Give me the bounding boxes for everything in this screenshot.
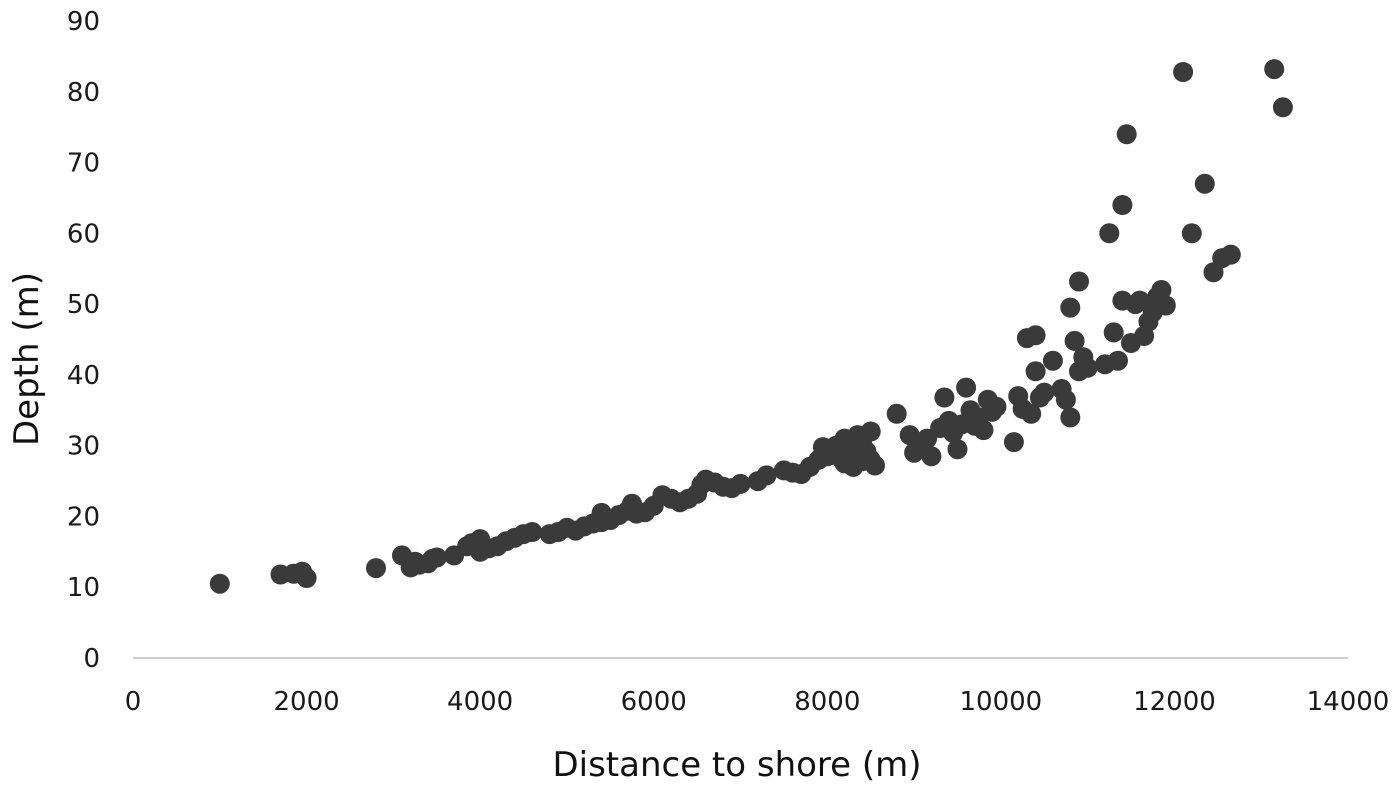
data-point — [1025, 361, 1046, 382]
data-point — [1103, 322, 1124, 343]
x-tick-label: 2000 — [273, 687, 339, 717]
x-tick-label: 14000 — [1307, 687, 1390, 717]
data-point — [956, 377, 977, 398]
data-point — [1042, 350, 1063, 371]
data-point — [1064, 330, 1085, 351]
data-point — [730, 473, 751, 494]
data-point — [1060, 407, 1081, 428]
data-point — [986, 396, 1007, 417]
x-tick-label: 6000 — [621, 687, 687, 717]
data-point — [1129, 290, 1150, 311]
data-point — [1264, 59, 1285, 80]
data-point — [1272, 97, 1293, 118]
data-point — [1077, 357, 1098, 378]
x-tick-label: 4000 — [447, 687, 513, 717]
data-points — [209, 59, 1293, 594]
x-axis-ticks: 0 2000 4000 6000 8000 10000 12000 14000 — [125, 687, 1390, 717]
data-point — [1055, 389, 1076, 410]
x-tick-label: 0 — [125, 687, 142, 717]
x-tick-label: 10000 — [959, 687, 1042, 717]
data-point — [1003, 432, 1024, 453]
y-tick-label: 70 — [67, 149, 100, 179]
data-point — [1220, 244, 1241, 265]
y-tick-label: 30 — [67, 432, 100, 462]
data-point — [934, 387, 955, 408]
data-point — [522, 522, 543, 542]
x-tick-label: 12000 — [1133, 687, 1216, 717]
data-point — [1194, 173, 1215, 194]
data-point — [366, 558, 386, 579]
y-tick-label: 50 — [67, 290, 100, 320]
y-tick-label: 0 — [83, 644, 100, 674]
y-tick-label: 20 — [67, 502, 100, 532]
data-point — [1099, 223, 1120, 244]
data-point — [1155, 295, 1176, 316]
data-point — [296, 568, 317, 588]
data-point — [1112, 195, 1133, 215]
data-point — [973, 420, 994, 441]
data-point — [886, 403, 907, 424]
data-point — [1151, 280, 1172, 300]
x-tick-label: 8000 — [794, 687, 860, 717]
data-point — [947, 439, 968, 460]
data-point — [1060, 297, 1081, 318]
y-tick-label: 10 — [67, 573, 100, 603]
y-tick-label: 80 — [67, 78, 100, 108]
data-point — [1181, 223, 1202, 244]
data-point — [921, 446, 942, 467]
y-axis-title: Depth (m) — [7, 272, 47, 446]
y-tick-label: 90 — [67, 7, 100, 37]
data-point — [1021, 403, 1042, 424]
data-point — [756, 465, 777, 486]
y-axis-ticks: 0 10 20 30 40 50 60 70 80 90 — [67, 7, 100, 674]
data-point — [1173, 62, 1194, 82]
data-point — [209, 573, 230, 594]
data-point — [1069, 271, 1089, 292]
data-point — [426, 547, 447, 568]
data-point — [1025, 325, 1046, 346]
data-point — [1108, 350, 1128, 371]
data-point — [865, 455, 885, 476]
x-axis-title: Distance to shore (m) — [552, 745, 921, 785]
data-point — [1116, 124, 1137, 145]
y-tick-label: 40 — [67, 361, 100, 391]
data-point — [1034, 382, 1055, 403]
y-tick-label: 60 — [67, 219, 100, 249]
data-point — [860, 421, 881, 442]
